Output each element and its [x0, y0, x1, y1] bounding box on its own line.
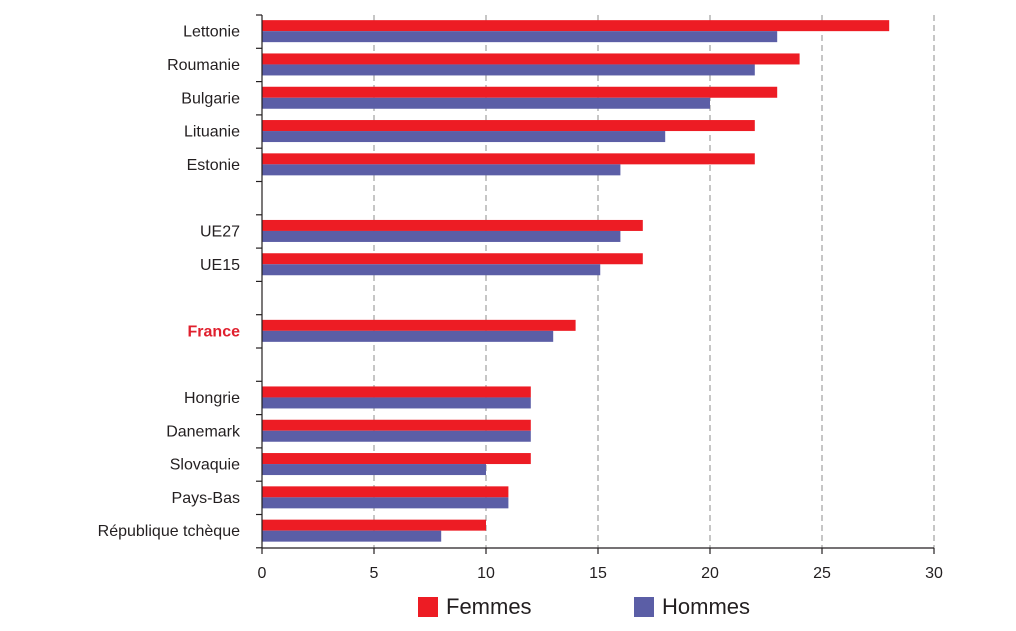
category-labels: Lettonie Roumanie Bulgarie Lituanie Estonie U… [98, 24, 241, 541]
bar-hommes-13 [262, 464, 486, 476]
bar-femmes-2 [262, 86, 778, 98]
legend-swatch-femmes [418, 597, 438, 617]
legend-item-hommes: Hommes [634, 594, 750, 620]
x-tick-label-1: 5 [370, 565, 379, 582]
bar-chart: Lettonie Roumanie Bulgarie Lituanie Estonie U… [98, 14, 943, 582]
bar-hommes-15 [262, 530, 442, 542]
x-tick-label-6: 30 [925, 565, 943, 582]
bar-femmes-12 [262, 419, 531, 431]
bar-femmes-9 [262, 319, 576, 331]
bar-femmes-1 [262, 53, 800, 65]
bar-femmes-3 [262, 120, 755, 132]
category-label-0: Lettonie [183, 24, 240, 41]
category-label-13: Slovaquie [170, 457, 240, 474]
legend-swatch-hommes [634, 597, 654, 617]
category-label-11: Hongrie [184, 390, 240, 407]
category-label-1: Roumanie [167, 57, 240, 74]
axes [256, 14, 935, 554]
bar-hommes-4 [262, 164, 621, 176]
legend-label-femmes: Femmes [446, 594, 532, 619]
bar-hommes-11 [262, 397, 531, 409]
bar-hommes-0 [262, 31, 778, 43]
category-label-15: République tchèque [98, 523, 240, 540]
category-label-14: Pays-Bas [172, 490, 240, 507]
category-label-12: Danemark [166, 423, 241, 440]
bars [262, 20, 890, 542]
bar-hommes-2 [262, 97, 710, 109]
x-tick-label-3: 15 [589, 565, 607, 582]
bar-hommes-3 [262, 131, 666, 143]
bar-femmes-13 [262, 453, 531, 465]
legend-label-hommes: Hommes [662, 594, 751, 619]
bar-hommes-9 [262, 330, 554, 342]
bar-femmes-6 [262, 219, 643, 231]
category-label-7: UE15 [200, 257, 240, 274]
bar-femmes-7 [262, 253, 643, 265]
bar-femmes-0 [262, 20, 890, 32]
x-tick-label-0: 0 [258, 565, 267, 582]
bar-femmes-14 [262, 486, 509, 498]
category-label-2: Bulgarie [181, 90, 240, 107]
bar-hommes-14 [262, 497, 509, 509]
legend-item-femmes: Femmes [418, 594, 532, 620]
bar-hommes-7 [262, 264, 601, 276]
category-label-4: Estonie [187, 157, 240, 174]
category-label-6: UE27 [200, 223, 240, 240]
bar-femmes-11 [262, 386, 531, 398]
bar-hommes-1 [262, 64, 755, 76]
legend: Femmes Hommes [0, 594, 1016, 624]
x-tick-label-5: 25 [813, 565, 831, 582]
x-tick-labels: 0 5 10 15 20 25 30 [258, 565, 943, 582]
x-tick-label-2: 10 [477, 565, 495, 582]
bar-femmes-4 [262, 153, 755, 165]
bar-hommes-6 [262, 230, 621, 242]
category-label-3: Lituanie [184, 124, 240, 141]
bar-femmes-15 [262, 519, 486, 531]
category-label-9: France [188, 323, 241, 340]
bar-hommes-12 [262, 430, 531, 442]
x-tick-label-4: 20 [701, 565, 719, 582]
